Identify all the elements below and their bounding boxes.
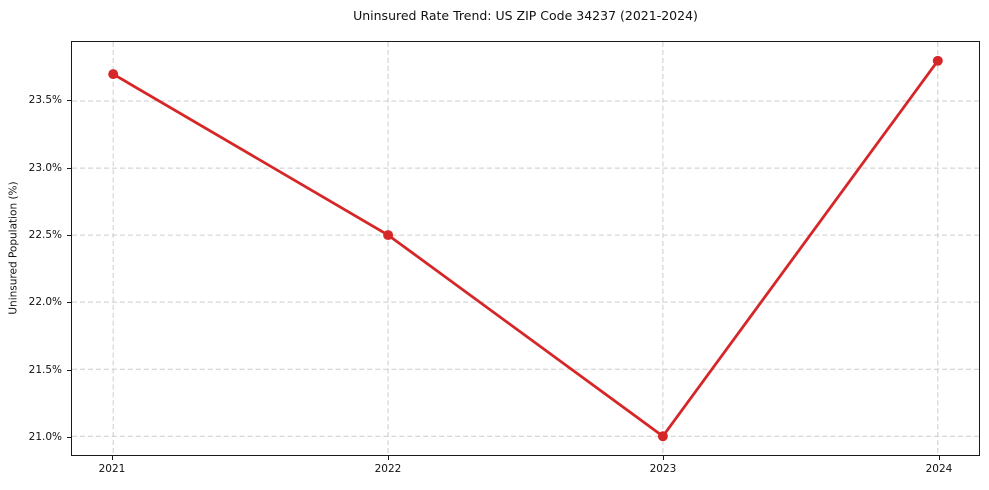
y-tick-label: 22.0% [28,296,62,308]
x-tick-label: 2022 [374,463,402,475]
y-tick-mark [67,437,71,438]
line-chart-svg [72,42,979,455]
trend-line [111,59,940,438]
y-tick-mark [67,100,71,101]
y-tick-mark [67,168,71,169]
y-tick-label: 22.5% [28,229,62,241]
x-tick-label: 2021 [98,463,126,475]
y-tick-label: 21.0% [28,431,62,443]
y-tick-label: 23.5% [28,94,62,106]
data-point-marker [383,230,394,241]
plot-area [71,41,980,456]
x-tick-label: 2023 [649,463,677,475]
x-tick-mark [939,456,940,460]
y-tick-label: 23.0% [28,162,62,174]
y-tick-mark [67,302,71,303]
data-point-marker [108,69,119,80]
x-tick-mark [388,456,389,460]
y-tick-mark [67,235,71,236]
data-point-marker [932,55,943,66]
y-tick-mark [67,370,71,371]
x-tick-label: 2024 [925,463,953,475]
x-tick-mark [112,456,113,460]
chart-title: Uninsured Rate Trend: US ZIP Code 34237 … [353,8,698,23]
y-tick-label: 21.5% [28,364,62,376]
data-point-marker [657,431,668,442]
x-tick-mark [663,456,664,460]
